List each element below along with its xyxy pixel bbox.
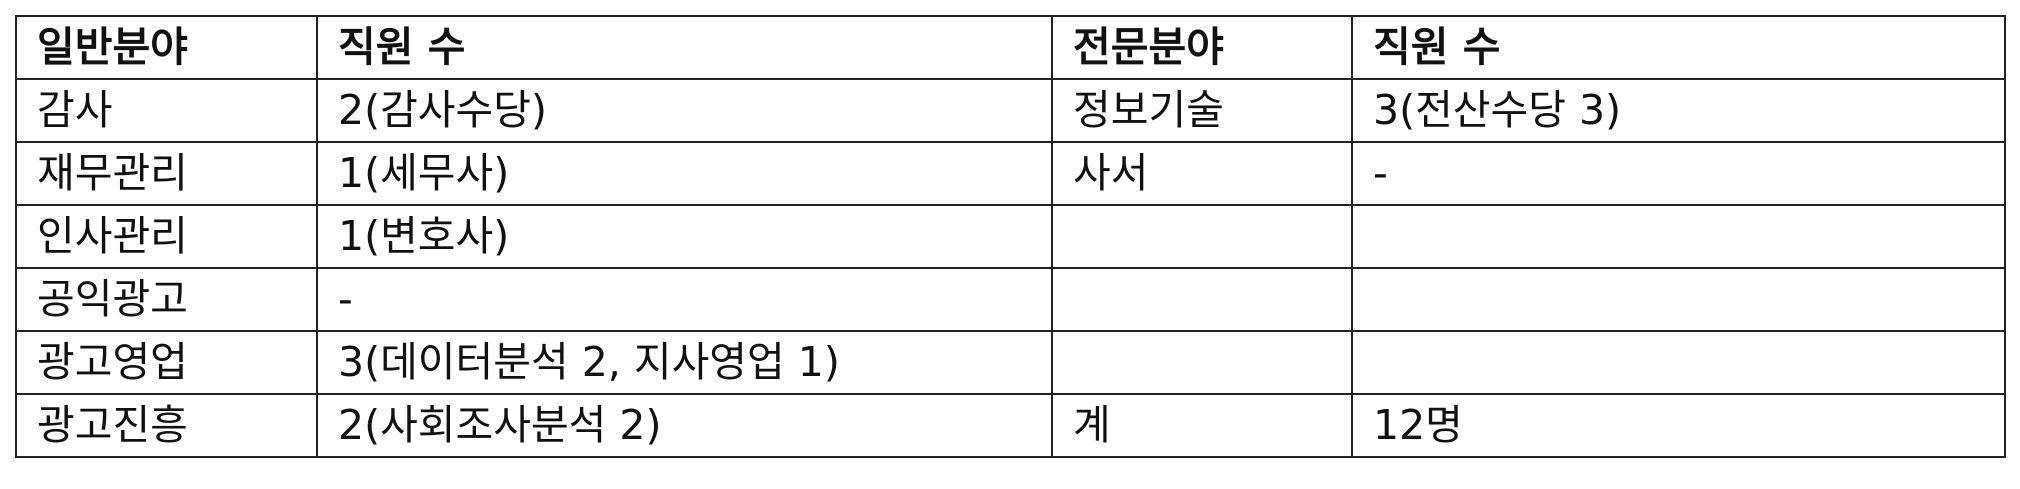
staff-table: 일반분야 직원 수 전문분야 직원 수 감사 2(감사수당) 정보기술 3(전산… [15,15,2006,458]
general-field-cell: 공익광고 [15,267,318,332]
general-field-cell: 광고진흥 [15,393,318,458]
special-staff-count-cell [1351,204,2006,269]
table-row: 감사 2(감사수당) 정보기술 3(전산수당 3) [15,78,2006,143]
general-staff-count-cell: 3(데이터분석 2, 지사영업 1) [316,330,1053,395]
general-staff-count-cell: 2(감사수당) [316,78,1053,143]
table-row: 광고영업 3(데이터분석 2, 지사영업 1) [15,330,2006,395]
table-row: 공익광고 - [15,267,2006,332]
table-row: 인사관리 1(변호사) [15,204,2006,269]
special-field-cell [1051,204,1353,269]
special-staff-count-cell [1351,267,2006,332]
general-staff-count-cell: 2(사회조사분석 2) [316,393,1053,458]
general-staff-count-cell: - [316,267,1053,332]
special-field-cell: 사서 [1051,141,1353,206]
special-staff-count-cell: - [1351,141,2006,206]
header-special-staff-count: 직원 수 [1351,15,2006,80]
general-field-cell: 인사관리 [15,204,318,269]
special-field-cell [1051,330,1353,395]
special-staff-count-cell [1351,330,2006,395]
table-row: 광고진흥 2(사회조사분석 2) 계 12명 [15,393,2006,458]
total-label-cell: 계 [1051,393,1353,458]
header-general-field: 일반분야 [15,15,318,80]
total-value-cell: 12명 [1351,393,2006,458]
general-staff-count-cell: 1(세무사) [316,141,1053,206]
table-header-row: 일반분야 직원 수 전문분야 직원 수 [15,15,2006,80]
general-staff-count-cell: 1(변호사) [316,204,1053,269]
general-field-cell: 광고영업 [15,330,318,395]
general-field-cell: 감사 [15,78,318,143]
header-general-staff-count: 직원 수 [316,15,1053,80]
special-field-cell [1051,267,1353,332]
table-row: 재무관리 1(세무사) 사서 - [15,141,2006,206]
special-field-cell: 정보기술 [1051,78,1353,143]
header-special-field: 전문분야 [1051,15,1353,80]
general-field-cell: 재무관리 [15,141,318,206]
special-staff-count-cell: 3(전산수당 3) [1351,78,2006,143]
